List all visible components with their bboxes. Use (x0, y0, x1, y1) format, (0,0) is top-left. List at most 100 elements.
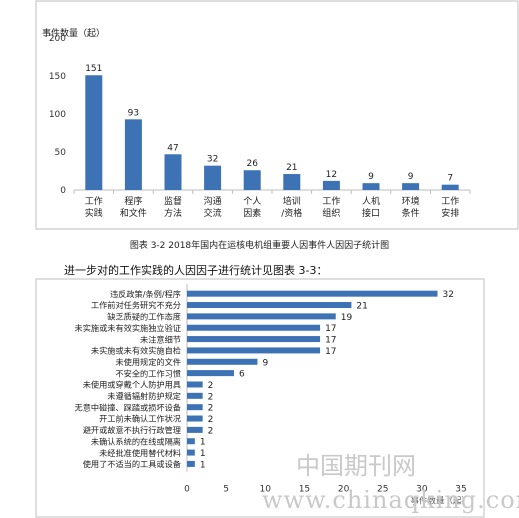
chart-1-category-label: 工作 (85, 195, 103, 207)
chart-1-category-label: 培训 (283, 195, 301, 207)
chart-1-category-label: 接口 (362, 207, 380, 219)
chart-1-y-tick-label: 50 (55, 148, 67, 158)
chart-2-category-label: 避开或故意不执行行政管理 (83, 425, 181, 435)
chart-1-category-label: 因素 (243, 207, 261, 219)
chart-1-bar (243, 170, 261, 190)
chart-2-category-label: 违反政策/条例/程序 (110, 289, 181, 299)
watermark-url: www.chinaqking.com (262, 486, 519, 514)
chart-1-bar (402, 183, 420, 190)
chart-2-data-label: 9 (262, 358, 268, 368)
chart-1-category-label: 方法 (164, 207, 182, 219)
chart-2-bar (187, 438, 195, 445)
chart-1-data-label: 32 (207, 155, 218, 165)
chart-2-bar (187, 324, 321, 331)
chart-1-category-label: 和文件 (120, 207, 147, 219)
chart-2-data-label: 17 (325, 336, 336, 346)
chart-1-bar (204, 165, 222, 190)
chart-2-category-label: 开工前未确认工作状况 (99, 414, 181, 424)
chart-1-data-label: 151 (85, 64, 102, 74)
chart-2-bar (187, 460, 195, 467)
chart-2-bar (187, 381, 203, 388)
chart-2-data-label: 19 (341, 313, 353, 323)
chart-2-frame (35, 278, 485, 518)
chart-2-data-label: 17 (325, 347, 336, 357)
chart-1-bar (283, 174, 301, 190)
chart-1-y-axis-title: 事件数量（起） (42, 27, 105, 39)
intro-paragraph: 进一步对的工作实践的人因因子进行统计见图表 3-3： (64, 264, 328, 277)
chart-2-category-label: 未使用或穿戴个人防护用具 (83, 380, 181, 390)
chart-1-category-label: 环境 (402, 195, 420, 207)
chart-2-x-tick-label: 30 (416, 485, 428, 495)
chart-1-data-label: 47 (167, 143, 178, 153)
chart-2-data-label: 2 (208, 415, 214, 425)
chart-1-category-label: 交流 (204, 207, 222, 219)
chart-2-data-label: 6 (239, 370, 245, 380)
chart-2-bar (187, 426, 203, 433)
chart-2-data-label: 21 (356, 302, 367, 312)
chart-2-data-label: 2 (208, 381, 214, 391)
chart-2-bar (187, 290, 438, 297)
chart-2-x-tick-label: 0 (184, 485, 190, 495)
chart-1-category-label: 实践 (85, 207, 103, 219)
chart-2-category-label: 未经批准使用替代材料 (99, 448, 181, 458)
chart-2-category-label: 未使用规定的文件 (115, 357, 181, 367)
chart-2-x-axis-title: 事件数量（起） (410, 496, 470, 507)
chart-2-data-label: 2 (208, 404, 214, 414)
chart-1-data-label: 93 (128, 108, 139, 118)
chart-2-bar (187, 347, 321, 354)
chart-1-bar (441, 184, 459, 190)
chart-2-x-tick-label: 35 (455, 485, 466, 495)
chart-1-category-label: 工作 (322, 195, 340, 207)
chart-2-category-label: 无意中碰撞、踩踏或损坏设备 (75, 402, 181, 412)
chart-2-bar (187, 336, 321, 343)
chart-2-bar (187, 449, 195, 456)
chart-1-category-label: 工作 (441, 195, 459, 207)
chart-1-bar (164, 154, 182, 190)
chart-2-category-label: 未确认系统的在线或隔离 (91, 436, 181, 446)
chart-2-bar (187, 404, 203, 411)
chart-1-category-label: 程序 (124, 195, 142, 207)
chart-2-category-label: 未实施或未有效实施自检 (91, 346, 181, 356)
chart-2-category-label: 未实施或未有效实施独立验证 (75, 323, 181, 333)
chart-2-bar (187, 370, 234, 377)
chart-1-data-label: 9 (408, 172, 414, 182)
chart-2-bar (187, 358, 258, 365)
chart-2-x-tick-label: 5 (223, 485, 229, 495)
chart-1-category-label: 条件 (402, 207, 420, 219)
chart-1-bar (85, 75, 103, 190)
chart-1-y-tick-label: 100 (49, 110, 66, 120)
chart-work-practice-factors: 32违反政策/条例/程序21工作前对任务研究不充分19缺乏质疑的工作态度17未实… (35, 278, 485, 518)
figure-caption-3-2: 图表 3-2 2018年国内在运核电机组重要人因事件人因因子统计图 (129, 241, 390, 251)
chart-2-category-label: 使用了不适当的工具或设备 (83, 459, 181, 469)
chart-2-bar (187, 313, 336, 320)
chart-1-category-label: 组织 (322, 207, 340, 219)
chart-2-bar (187, 415, 203, 422)
chart-1-bar (124, 119, 142, 190)
chart-2-category-label: 缺乏质疑的工作态度 (107, 312, 181, 322)
chart-1-data-label: 12 (326, 170, 337, 180)
chart-1-category-label: 安排 (441, 207, 459, 219)
chart-1-category-label: 人机 (362, 195, 380, 207)
chart-2-bar (187, 392, 203, 399)
chart-1-bar (322, 180, 340, 190)
chart-1-category-label: 个人 (243, 196, 261, 207)
chart-2-data-label: 1 (200, 449, 206, 459)
chart-1-category-label: 监督 (164, 195, 182, 207)
chart-1-bar (362, 183, 380, 190)
chart-2-category-label: 未遵循辐射防护规定 (107, 391, 181, 401)
chart-2-x-tick-label: 20 (338, 485, 350, 495)
chart-1-data-label: 21 (286, 163, 297, 173)
chart-2-data-label: 1 (200, 438, 206, 448)
chart-2-x-tick-label: 15 (299, 485, 310, 495)
chart-2-data-label: 2 (208, 426, 214, 436)
chart-2-data-label: 17 (325, 324, 336, 334)
chart-1-category-label: /资格 (281, 207, 302, 219)
chart-2-category-label: 不安全的工作习惯 (115, 368, 181, 378)
chart-2-x-tick-label: 10 (260, 485, 272, 495)
chart-2-x-tick-label: 25 (377, 485, 388, 495)
chart-1-data-label: 26 (246, 159, 258, 169)
chart-1-y-tick-label: 0 (60, 186, 66, 196)
chart-2-category-label: 工作前对任务研究不充分 (91, 300, 181, 310)
